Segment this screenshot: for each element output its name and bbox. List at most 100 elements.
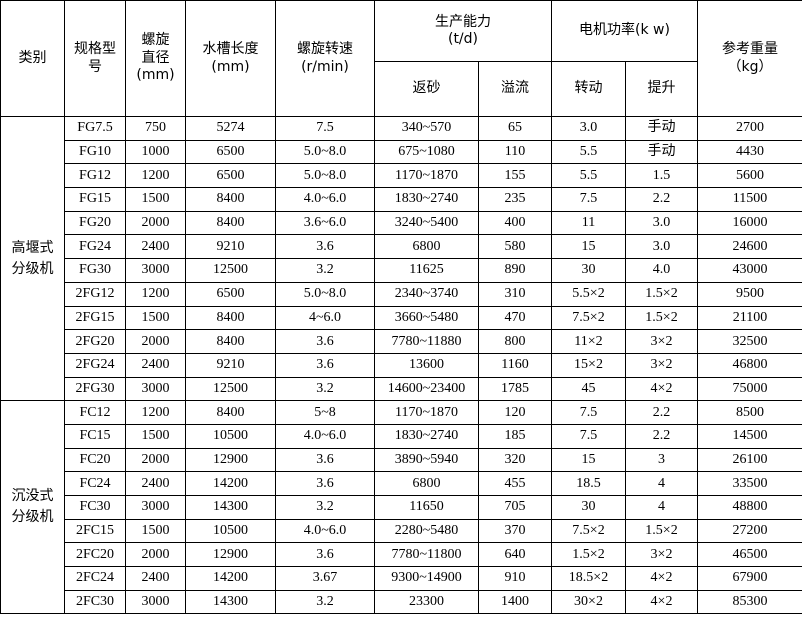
cell: 11: [551, 210, 626, 236]
cell: 2FC15: [64, 518, 126, 544]
cell: 3890~5940: [374, 447, 479, 473]
header-cell: 溢流: [478, 61, 552, 117]
cell: 14200: [185, 471, 276, 496]
cell: 8400: [185, 187, 276, 212]
header-cell: 提升: [625, 61, 698, 117]
cell: 2400: [125, 352, 186, 378]
cell: 2FG20: [64, 329, 126, 354]
cell: 46800: [697, 352, 802, 378]
cell: 14500: [697, 423, 802, 449]
data-row: FC15 1500 10500 4.0~6.0 1830~2740 185 7.5 2.2 14…: [1, 423, 802, 449]
cell: FC12: [64, 400, 126, 425]
cell: 4.0~6.0: [275, 187, 375, 212]
cell: 10500: [185, 518, 276, 544]
cell: 2700: [697, 116, 802, 141]
cell: 5.5: [551, 139, 626, 165]
cell: 155: [478, 163, 552, 189]
header-cell: 螺旋转速 (r/min): [275, 0, 375, 117]
cell: FC20: [64, 447, 126, 473]
data-row: 2FC15 1500 10500 4.0~6.0 2280~5480 370 7.5×2 1.…: [1, 518, 802, 544]
cell: 2000: [125, 329, 186, 354]
cell: 8400: [185, 210, 276, 236]
cell: 6500: [185, 281, 276, 307]
cell: 2.2: [625, 423, 698, 449]
cell: 3.2: [275, 589, 375, 615]
cell: 1000: [125, 139, 186, 165]
cell: 4.0~6.0: [275, 423, 375, 449]
cell: 1785: [478, 376, 552, 402]
cell: 1.5: [625, 163, 698, 189]
cell: 12900: [185, 447, 276, 473]
cell: 4~6.0: [275, 305, 375, 331]
cell: 1830~2740: [374, 423, 479, 449]
cell: 1200: [125, 400, 186, 425]
data-row: FG12 1200 6500 5.0~8.0 1170~1870 155 5.5 1.5 560…: [1, 163, 802, 189]
cell: 7.5: [551, 423, 626, 449]
group-name: 高堰式 分级机: [0, 115, 65, 402]
cell: 9210: [185, 352, 276, 378]
cell: 67900: [697, 566, 802, 591]
cell: 7.5×2: [551, 305, 626, 331]
cell: 3.6: [275, 447, 375, 473]
cell: 2.2: [625, 187, 698, 212]
cell: 6500: [185, 163, 276, 189]
cell: 14200: [185, 566, 276, 591]
cell: 7780~11800: [374, 542, 479, 568]
cell: 2FC20: [64, 542, 126, 568]
cell: 4×2: [625, 589, 698, 615]
cell: 1200: [125, 163, 186, 189]
cell: 800: [478, 329, 552, 354]
cell: 2000: [125, 447, 186, 473]
cell: 15: [551, 234, 626, 260]
cell: 3.0: [551, 116, 626, 141]
cell: 2FC30: [64, 589, 126, 615]
cell: 15×2: [551, 352, 626, 378]
cell: 10500: [185, 423, 276, 449]
cell: 2280~5480: [374, 518, 479, 544]
header-cell: 规格型 号: [64, 0, 126, 117]
cell: 3.6: [275, 471, 375, 496]
data-row: 2FC24 2400 14200 3.67 9300~14900 910 18.5×2 4×2…: [1, 566, 802, 591]
table-header: 类别 规格型 号 螺旋 直径 (mm) 水槽长度 (mm) 螺旋转速 (r/mi…: [0, 0, 802, 117]
cell: 3.6~6.0: [275, 210, 375, 236]
cell: 8400: [185, 400, 276, 425]
cell: 340~570: [374, 116, 479, 141]
cell: 3×2: [625, 352, 698, 378]
cell: 2FG12: [64, 281, 126, 307]
header-cell: 转动: [551, 61, 626, 117]
cell: 3000: [125, 376, 186, 402]
cell: 27200: [697, 518, 802, 544]
cell: 85300: [697, 589, 802, 615]
cell: 1400: [478, 589, 552, 615]
cell: 5.0~8.0: [275, 281, 375, 307]
cell: 11500: [697, 187, 802, 212]
cell: 1500: [125, 423, 186, 449]
cell: 640: [478, 542, 552, 568]
cell: 24600: [697, 234, 802, 260]
cell: 4.0: [625, 258, 698, 283]
cell: FC30: [64, 495, 126, 520]
cell: 46500: [697, 542, 802, 568]
cell: FG10: [64, 139, 126, 165]
cell: 470: [478, 305, 552, 331]
cell: 3000: [125, 495, 186, 520]
header-cell: 参考重量 （kg）: [697, 0, 802, 117]
data-row: FC24 2400 14200 3.6 6800 455 18.5 4 33500: [1, 471, 802, 496]
cell: 16000: [697, 210, 802, 236]
cell: 7780~11880: [374, 329, 479, 354]
data-row: 2FC20 2000 12900 3.6 7780~11800 640 1.5×2 3×2 46…: [1, 542, 802, 568]
cell: 18.5×2: [551, 566, 626, 591]
header-row: 类别 规格型 号 螺旋 直径 (mm) 水槽长度 (mm) 螺旋转速 (r/mi…: [0, 0, 802, 117]
cell: 2FG24: [64, 352, 126, 378]
cell: 1.5×2: [625, 281, 698, 307]
cell: 6500: [185, 139, 276, 165]
cell: 3000: [125, 258, 186, 283]
cell: 2FG30: [64, 376, 126, 402]
data-row: 2FG20 2000 8400 3.6 7780~11880 800 11×2 3×2 3250…: [1, 329, 802, 354]
cell: 455: [478, 471, 552, 496]
cell: 2000: [125, 542, 186, 568]
cell: 3.2: [275, 495, 375, 520]
cell: 2.2: [625, 400, 698, 425]
cell: 6800: [374, 471, 479, 496]
